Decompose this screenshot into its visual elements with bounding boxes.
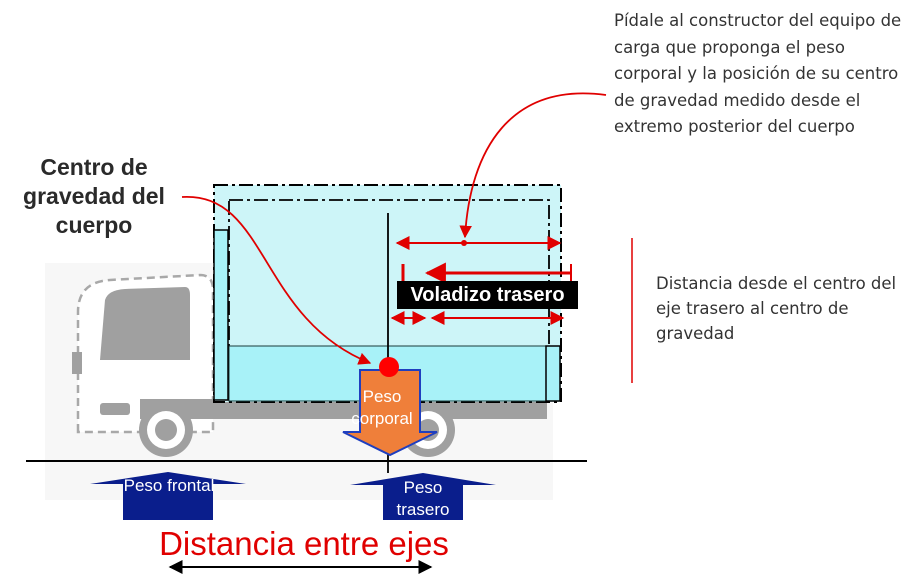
wheelbase-label: Distancia entre ejes [159,525,449,562]
front-weight-label: Peso frontal [123,476,215,495]
rear-weight-arrow [350,473,496,520]
body-weight-label: Peso corporal [351,387,413,428]
cg-position-note: Pídale al constructor del equipo de carg… [614,11,902,136]
note-top-pointer-arrow [459,92,607,239]
rear-door-post [545,345,561,402]
body-weight-arrow [342,369,438,457]
truck-cab [72,273,215,434]
center-of-gravity-label: Centro de gravedad del cuerpo [23,154,165,238]
cg-dimension-dot [461,240,467,246]
rear-weight-label: Peso trasero [396,478,450,519]
axle-to-cg-note: Distancia desde el centro del eje traser… [656,274,897,343]
rear-overhang-label: Voladizo trasero [397,281,578,309]
cab-mirror [72,352,82,374]
cab-step [100,403,130,415]
cab-window [100,287,190,360]
front-bulkhead [213,229,229,401]
front-weight-arrow [90,472,246,520]
cg-pointer-arrow [181,196,372,365]
front-wheel [139,403,193,457]
center-of-gravity-dot [379,357,399,377]
